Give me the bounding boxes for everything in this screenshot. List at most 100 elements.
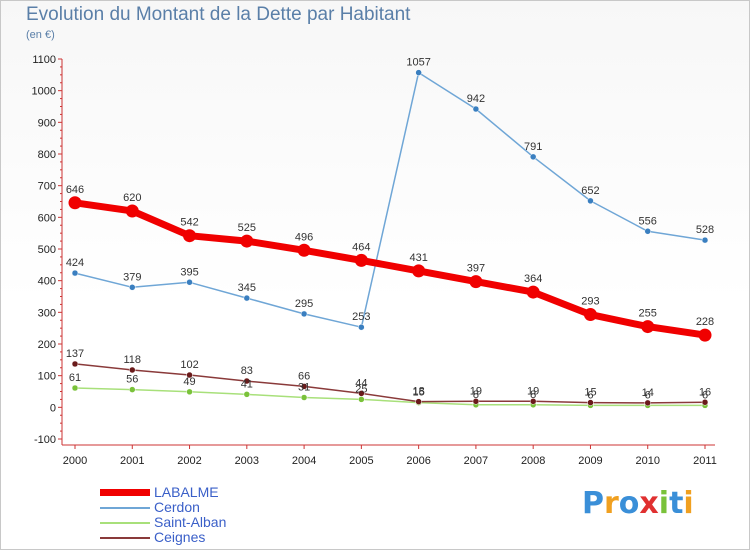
data-point-cerdon (71, 269, 79, 277)
data-label-saint-alban: 31 (298, 382, 310, 394)
x-tick-label: 2006 (406, 455, 430, 467)
data-label-ceignes: 16 (699, 386, 711, 398)
data-point-ceignes (415, 398, 422, 405)
data-point-labalme (354, 253, 368, 267)
data-label-cerdon: 253 (352, 311, 370, 323)
data-point-cerdon (529, 153, 537, 161)
y-tick-label: 0 (50, 402, 56, 414)
series-line-saint-alban (74, 387, 705, 407)
data-point-saint-alban (243, 391, 251, 398)
data-label-cerdon: 556 (639, 215, 657, 227)
data-point-labalme (583, 308, 597, 322)
logo-letter: i (658, 486, 670, 521)
data-label-saint-alban: 25 (355, 383, 367, 395)
x-tick-label: 2007 (464, 455, 488, 467)
data-label-ceignes: 66 (298, 370, 310, 382)
legend-label: Ceignes (154, 529, 206, 545)
data-point-ceignes (587, 399, 594, 406)
data-point-labalme (125, 204, 139, 218)
data-label-labalme: 496 (295, 231, 313, 243)
data-point-cerdon (587, 197, 594, 205)
data-point-labalme (469, 275, 483, 289)
y-tick-label: 100 (38, 371, 56, 383)
data-label-cerdon: 652 (581, 185, 599, 197)
data-point-cerdon (415, 69, 422, 76)
data-point-cerdon (186, 279, 193, 286)
data-label-cerdon: 424 (66, 257, 84, 269)
legend-swatch (100, 536, 150, 539)
data-label-labalme: 255 (639, 308, 657, 320)
legend-label: Saint-Alban (154, 514, 227, 530)
data-label-ceignes: 15 (584, 387, 596, 399)
logo-letter: x (639, 486, 659, 521)
logo-letter: r (604, 486, 619, 521)
x-tick-label: 2001 (120, 455, 144, 467)
y-tick-label: 900 (38, 117, 56, 129)
data-label-saint-alban: 49 (183, 376, 195, 388)
data-point-ceignes (186, 371, 193, 379)
data-point-cerdon (701, 236, 709, 244)
data-label-labalme: 620 (123, 192, 141, 204)
data-point-labalme (412, 264, 426, 278)
data-label-labalme: 397 (467, 263, 485, 275)
data-point-saint-alban (186, 388, 193, 396)
x-tick-label: 2004 (292, 455, 316, 467)
proxiti-logo: Proxiti (582, 486, 694, 521)
data-label-cerdon: 345 (238, 282, 256, 294)
y-tick-label: 400 (38, 276, 56, 288)
y-tick-label: 800 (38, 149, 56, 161)
data-point-ceignes (644, 399, 651, 407)
logo-letter: o (618, 486, 640, 521)
data-point-ceignes (300, 383, 308, 390)
y-tick-label: 1100 (32, 54, 56, 66)
data-point-labalme (526, 285, 540, 299)
data-label-saint-alban: 6 (587, 389, 593, 401)
data-point-labalme (641, 320, 655, 334)
data-label-ceignes: 18 (413, 386, 425, 398)
x-tick-label: 2008 (521, 455, 545, 467)
data-label-cerdon: 379 (123, 271, 141, 283)
data-label-saint-alban: 15 (413, 387, 425, 399)
data-label-labalme: 293 (581, 296, 599, 308)
data-label-ceignes: 102 (180, 359, 198, 371)
data-point-saint-alban (300, 394, 308, 401)
data-label-ceignes: 44 (355, 377, 367, 389)
legend-label: LABALME (154, 484, 219, 500)
data-point-saint-alban (358, 396, 365, 403)
data-point-labalme (68, 196, 82, 210)
data-point-cerdon (129, 284, 136, 291)
series-line-labalme (74, 199, 706, 339)
data-label-cerdon: 791 (524, 141, 542, 153)
data-point-labalme (240, 234, 254, 248)
data-label-labalme: 364 (524, 273, 542, 285)
data-point-labalme (297, 243, 311, 257)
data-label-saint-alban: 6 (702, 389, 708, 401)
y-tick-label: 700 (38, 181, 56, 193)
data-point-cerdon (472, 105, 480, 113)
legend-swatch (100, 521, 150, 524)
legend-label: Cerdon (154, 499, 200, 515)
data-label-ceignes: 118 (123, 354, 141, 366)
y-tick-label: -100 (34, 434, 56, 446)
x-tick-label: 2003 (235, 455, 259, 467)
y-tick-label: 300 (38, 307, 56, 319)
data-label-saint-alban: 8 (473, 389, 479, 401)
data-label-cerdon: 942 (467, 93, 485, 105)
data-point-ceignes (129, 366, 136, 374)
logo-letter: P (582, 486, 604, 521)
legend-swatch (100, 506, 150, 509)
data-label-saint-alban: 6 (645, 389, 651, 401)
data-point-cerdon (243, 294, 251, 302)
data-label-ceignes: 83 (241, 365, 253, 377)
data-label-labalme: 464 (352, 241, 370, 253)
data-label-cerdon: 295 (295, 298, 313, 310)
x-tick-label: 2000 (63, 455, 87, 467)
y-tick-label: 200 (38, 339, 56, 351)
series-line-ceignes (74, 363, 706, 404)
chart-legend: LABALME Cerdon Saint-Alban Ceignes (100, 485, 226, 545)
data-label-cerdon: 395 (180, 266, 198, 278)
data-point-saint-alban (129, 386, 136, 393)
data-label-saint-alban: 61 (69, 372, 81, 384)
